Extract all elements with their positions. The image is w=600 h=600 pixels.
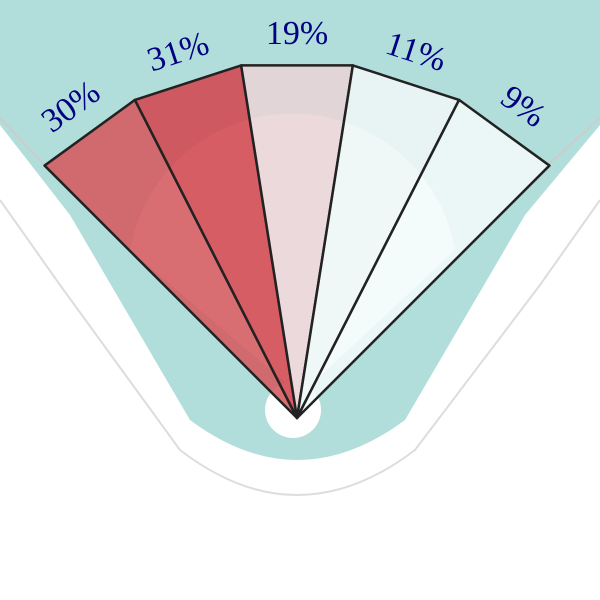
value-label: 19% xyxy=(266,15,328,52)
wedges: 30%31% 19% 11%9% xyxy=(35,15,552,420)
outer-wall xyxy=(0,199,600,496)
wedge xyxy=(295,98,551,420)
foul-line xyxy=(0,117,600,173)
